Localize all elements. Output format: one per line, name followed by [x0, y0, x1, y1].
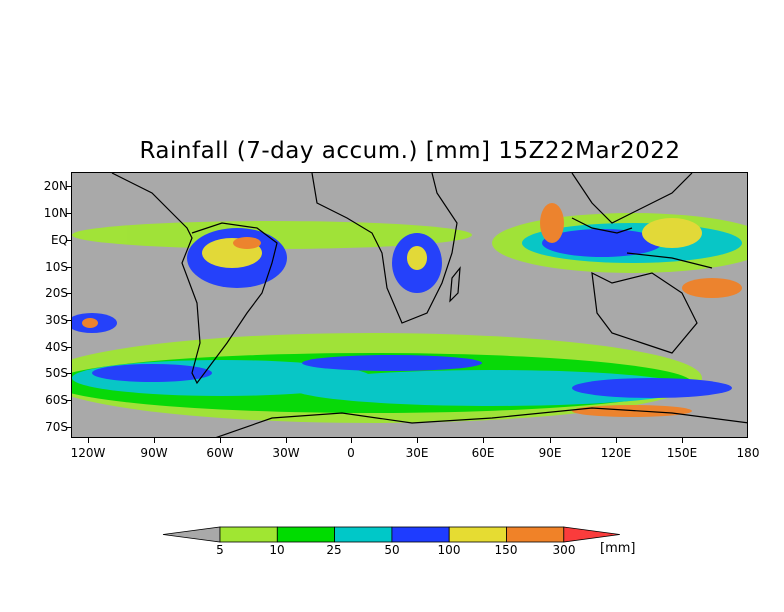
colorbar-label: 300: [552, 543, 576, 557]
lat-label: 30S: [45, 313, 68, 327]
lon-tick: [550, 438, 551, 443]
colorbar-swatch: [448, 526, 507, 543]
colorbar-label: 100: [437, 543, 461, 557]
lat-label: 10N: [43, 206, 68, 220]
colorbar-label: 10: [269, 543, 285, 557]
colorbar-swatch: [276, 526, 336, 543]
colorbar-label: 5: [216, 543, 224, 557]
lat-label: 20S: [45, 286, 68, 300]
lat-tick: [66, 240, 71, 241]
colorbar-low-arrow: [162, 526, 221, 543]
lon-tick: [286, 438, 287, 443]
lat-tick: [66, 373, 71, 374]
lon-label: 120W: [70, 446, 106, 460]
colorbar-swatch: [334, 526, 393, 543]
lon-tick: [351, 438, 352, 443]
lon-label: 180: [736, 446, 760, 460]
lat-tick: [66, 186, 71, 187]
lat-tick: [66, 213, 71, 214]
lon-tick: [154, 438, 155, 443]
colorbar-swatch: [219, 526, 278, 543]
colorbar-swatch: [506, 526, 565, 543]
lon-label: 90W: [140, 446, 168, 460]
lat-label: 50S: [45, 366, 68, 380]
lon-label: 150E: [666, 446, 698, 460]
colorbar-swatch: [391, 526, 450, 543]
lon-label: 30W: [272, 446, 300, 460]
lon-tick: [220, 438, 221, 443]
rainfall-field: [72, 173, 747, 437]
colorbar-label: 150: [494, 543, 518, 557]
lon-tick: [88, 438, 89, 443]
lat-label: 10S: [45, 260, 68, 274]
lat-tick: [66, 293, 71, 294]
colorbar-label: 50: [384, 543, 400, 557]
lon-label: 60W: [206, 446, 234, 460]
lon-label: 120E: [600, 446, 632, 460]
lat-tick: [66, 347, 71, 348]
coastlines: [111, 173, 747, 437]
colorbar-high-arrow: [563, 526, 620, 543]
colorbar-unit: [mm]: [600, 541, 636, 556]
lon-tick: [417, 438, 418, 443]
lat-tick: [66, 427, 71, 428]
lat-tick: [66, 320, 71, 321]
lat-label: 40S: [45, 340, 68, 354]
chart-title: Rainfall (7-day accum.) [mm] 15Z22Mar202…: [139, 138, 681, 164]
rainfall-map: [71, 172, 748, 438]
lat-label: 20N: [43, 179, 68, 193]
colorbar-label: 25: [326, 543, 342, 557]
lon-tick: [682, 438, 683, 443]
colorbar: [162, 526, 620, 543]
lon-label: 30E: [405, 446, 429, 460]
lat-tick: [66, 267, 71, 268]
lon-label: 60E: [471, 446, 495, 460]
lon-label: 0: [347, 446, 355, 460]
lat-label: EQ: [50, 233, 68, 247]
lon-tick: [616, 438, 617, 443]
lon-label: 90E: [538, 446, 562, 460]
lat-label: 60S: [45, 393, 68, 407]
lon-tick: [483, 438, 484, 443]
lat-label: 70S: [45, 420, 68, 434]
lat-tick: [66, 400, 71, 401]
